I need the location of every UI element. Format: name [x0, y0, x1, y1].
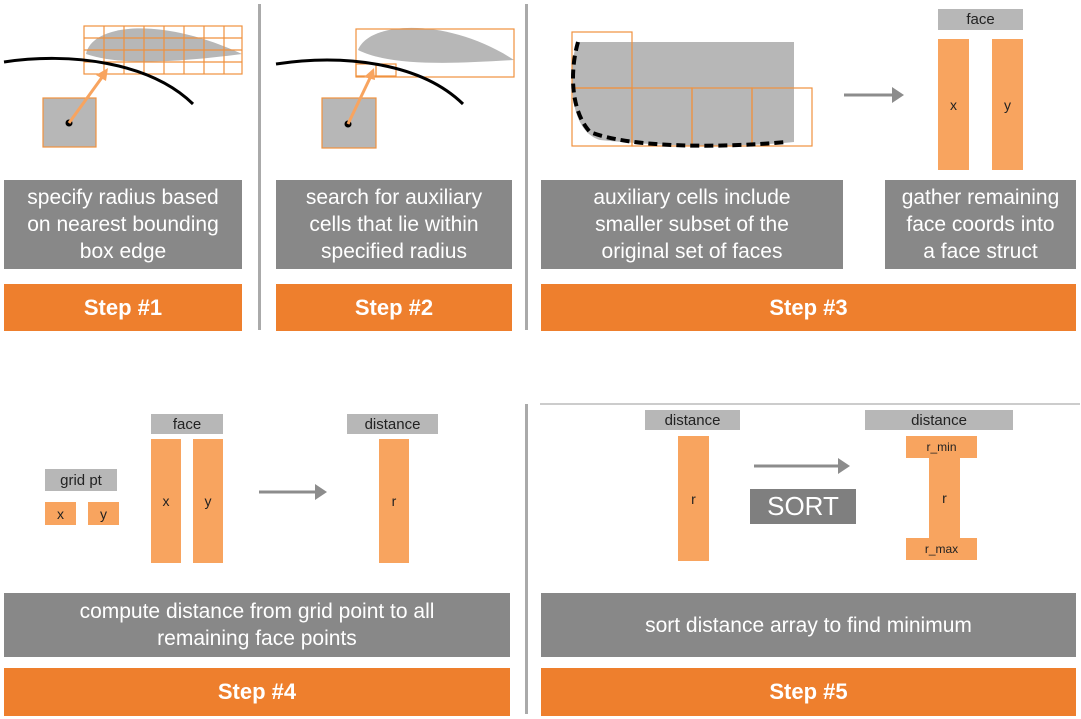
- step4-face-x: x: [151, 439, 181, 563]
- step2-arrowhead: [364, 68, 375, 80]
- divider-step3-row2: [540, 403, 1080, 405]
- step4-grid-pt-header: grid pt: [45, 469, 117, 491]
- step3-caption-left: auxiliary cells include smaller subset o…: [541, 180, 843, 269]
- step1-bounding-grid: [83, 25, 243, 75]
- step3-caption-right-line-3: a face struct: [923, 240, 1038, 263]
- step5-r-max: r_max: [906, 538, 977, 560]
- step4-caption-line-1: compute distance from grid point to all: [79, 600, 435, 623]
- step1-curve: [3, 56, 195, 106]
- step2-illustration: [275, 27, 515, 149]
- divider-step2-step3: [525, 4, 528, 330]
- step5-r-column: r: [929, 458, 960, 538]
- step2-outer-box: [355, 28, 515, 78]
- step4-distance-r: r: [379, 439, 409, 563]
- step2-radius-arrow: [346, 77, 372, 125]
- step5-caption: sort distance array to find minimum: [541, 593, 1076, 657]
- step1-illustration: [3, 25, 243, 148]
- step5-sort-box: SORT: [750, 489, 856, 524]
- step3-dashed-boundary: [571, 41, 787, 148]
- step2-caption-line-1: search for auxiliary: [305, 186, 483, 209]
- step2-caption: search for auxiliary cells that lie with…: [276, 180, 512, 269]
- step3-caption-right: gather remaining face coords into a face…: [885, 180, 1076, 269]
- step4-distance-header: distance: [347, 414, 438, 434]
- step4-arrow: [259, 484, 327, 500]
- step5-r-min: r_min: [906, 436, 977, 458]
- step4-grid-y: y: [88, 502, 119, 525]
- step3-arrow: [844, 87, 904, 103]
- step2-curve: [275, 58, 465, 106]
- step3-caption-right-line-1: gather remaining: [901, 186, 1060, 209]
- step1-caption-line-2: on nearest bounding: [27, 213, 219, 236]
- step2-caption-line-2: cells that lie within: [309, 213, 479, 236]
- step1-arrowhead: [96, 68, 108, 81]
- step2-caption-line-3: specified radius: [321, 240, 467, 263]
- step3-caption-left-line-2: smaller subset of the: [595, 213, 789, 236]
- step3-face-x: x: [938, 39, 969, 170]
- step5-distance-header-left: distance: [645, 410, 740, 430]
- step5-label: Step #5: [541, 668, 1076, 716]
- step3-face-header: face: [938, 9, 1023, 30]
- step1-label: Step #1: [4, 284, 242, 331]
- step3-face-y: y: [992, 39, 1023, 170]
- step2-airfoil: [358, 27, 514, 63]
- step4-grid-x: x: [45, 502, 76, 525]
- step5-arrow: [754, 458, 850, 474]
- step3-caption-left-line-1: auxiliary cells include: [593, 186, 791, 209]
- step1-caption-line-1: specify radius based: [27, 186, 219, 209]
- step3-illustration: [571, 31, 813, 148]
- step4-caption: compute distance from grid point to all …: [4, 593, 510, 657]
- step1-caption-line-3: box edge: [79, 240, 167, 263]
- step1-radius-arrow: [67, 75, 105, 124]
- step1-caption: specify radius based on nearest bounding…: [4, 180, 242, 269]
- step4-label: Step #4: [4, 668, 510, 716]
- step4-face-y: y: [193, 439, 223, 563]
- divider-step4-step5: [525, 404, 528, 714]
- step5-caption-line-1: sort distance array to find minimum: [645, 613, 972, 637]
- step3-label: Step #3: [541, 284, 1076, 331]
- step3-zoomed-airfoil: [572, 42, 794, 146]
- step2-label: Step #2: [276, 284, 512, 331]
- step5-distance-r-left: r: [678, 436, 709, 561]
- step5-distance-header-right: distance: [865, 410, 1013, 430]
- step4-caption-line-2: remaining face points: [157, 627, 357, 650]
- step4-face-header: face: [151, 414, 223, 434]
- step3-caption-right-line-2: face coords into: [906, 213, 1055, 236]
- step3-caption-left-line-3: original set of faces: [601, 240, 783, 263]
- divider-step1-step2: [258, 4, 261, 330]
